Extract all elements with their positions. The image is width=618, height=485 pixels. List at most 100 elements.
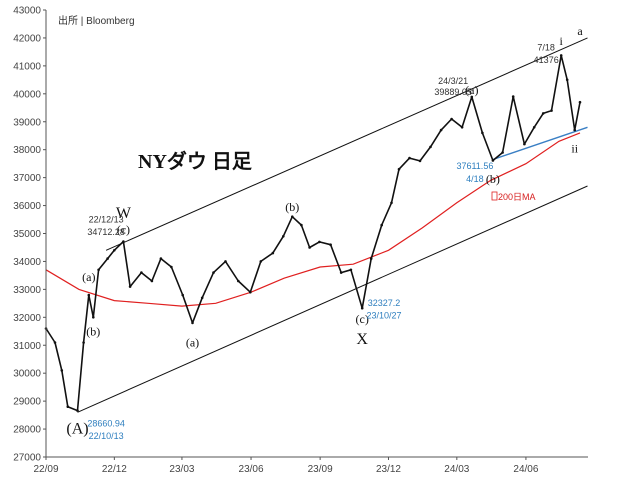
channel-upper	[105, 37, 588, 251]
price-point	[541, 112, 545, 115]
x-tick-label: 23/06	[239, 464, 264, 475]
price-point	[360, 306, 364, 310]
price-point	[291, 215, 294, 218]
x-tick-label: 22/09	[33, 464, 58, 475]
price-point	[318, 240, 321, 244]
price-point	[282, 235, 285, 238]
price-point	[532, 126, 536, 129]
y-tick-label: 28000	[13, 425, 41, 436]
price-point	[481, 131, 484, 135]
price-point	[106, 257, 109, 260]
annotation-label: i	[560, 34, 564, 48]
annotation-label: (b)	[486, 172, 500, 186]
y-tick-label: 29000	[13, 397, 41, 408]
price-point	[369, 257, 373, 260]
channel-lower	[77, 185, 588, 413]
price-point	[565, 78, 569, 82]
price-point	[200, 296, 204, 300]
price-point	[97, 268, 100, 272]
price-point	[397, 167, 401, 171]
trendline-layer	[77, 37, 588, 413]
annotation-label: X	[356, 331, 368, 348]
price-point	[491, 159, 495, 162]
x-tick-label: 23/03	[169, 464, 194, 475]
price-point	[450, 117, 453, 121]
price-point	[573, 128, 576, 132]
annotation-label: 7/18	[537, 43, 555, 53]
price-point	[92, 316, 95, 319]
price-point	[237, 279, 240, 283]
annotation-label: ii	[571, 142, 578, 156]
annotation-label: 41376	[534, 55, 559, 65]
y-tick-label: 40000	[13, 89, 41, 100]
annotation-label: (c)	[356, 312, 369, 326]
price-point	[339, 271, 343, 274]
y-tick-label: 35000	[13, 229, 41, 240]
price-point	[66, 405, 70, 409]
price-point	[470, 95, 474, 99]
price-point	[380, 223, 384, 227]
y-tick-label: 36000	[13, 201, 41, 212]
price-point	[308, 246, 311, 249]
y-tick-label: 32000	[13, 313, 41, 324]
price-layer	[44, 54, 582, 412]
annotation-label: (b)	[86, 325, 100, 339]
annotation-layer: W(c)22/12/1334712.28(a)(b)(A)28660.9422/…	[66, 24, 583, 441]
price-point	[224, 260, 227, 263]
annotation-label: W	[116, 205, 132, 222]
price-point	[429, 145, 432, 149]
x-tick-label: 24/03	[444, 464, 469, 475]
ma-layer	[45, 132, 581, 307]
annotation-label: (b)	[285, 200, 299, 214]
x-tick-label: 23/12	[376, 464, 401, 475]
y-tick-label: 33000	[13, 285, 41, 296]
ma-200-line	[45, 132, 581, 307]
price-point	[408, 156, 411, 160]
annotation-label: 24/3/21	[438, 76, 468, 86]
y-tick-label: 42000	[13, 33, 41, 44]
price-point	[76, 409, 79, 412]
y-tick-label: 27000	[13, 453, 41, 464]
price-point	[259, 260, 263, 263]
price-point	[349, 268, 353, 272]
price-point	[390, 201, 393, 205]
annotation-label: (a)	[186, 336, 199, 350]
price-point	[212, 271, 215, 274]
y-tick-label: 37000	[13, 173, 41, 184]
ma-legend-swatch	[491, 191, 498, 201]
price-point	[140, 271, 143, 274]
annotation-label: 28660.94	[87, 418, 125, 428]
price-point	[249, 290, 252, 294]
annotation-label: 34712.28	[87, 227, 125, 237]
annotation-label: 32327.2	[368, 298, 401, 308]
annotation-label: (a)	[465, 83, 478, 97]
y-tick-label: 39000	[13, 117, 41, 128]
price-point	[128, 285, 132, 288]
y-tick-label: 43000	[13, 6, 41, 17]
price-point	[300, 223, 303, 227]
price-point	[122, 240, 125, 243]
price-point	[87, 293, 91, 297]
y-tick-label: 41000	[13, 61, 41, 72]
annotation-label: 23/10/27	[366, 311, 401, 321]
annotation-label: 22/12/13	[89, 214, 124, 224]
price-point	[329, 243, 332, 246]
price-point	[271, 251, 275, 255]
price-point	[82, 341, 85, 344]
support-line	[492, 126, 588, 161]
price-point	[191, 321, 194, 325]
annotation-label: 39889.05	[434, 87, 472, 97]
price-point	[439, 128, 443, 132]
annotation-label: (A)	[66, 420, 88, 437]
price-point	[150, 279, 154, 283]
ma-legend: 200日MA	[491, 191, 536, 202]
price-point	[181, 293, 184, 297]
annotation-label: 37611.56	[456, 161, 493, 171]
price-point	[60, 369, 64, 372]
axes-layer: 27000 28000 29000 30000 31000 32000 33000 34000…	[13, 6, 588, 475]
price-point	[53, 341, 57, 344]
ma-legend-label: 200日MA	[498, 192, 536, 202]
x-tick-label: 24/06	[513, 464, 538, 475]
price-point	[550, 109, 553, 112]
